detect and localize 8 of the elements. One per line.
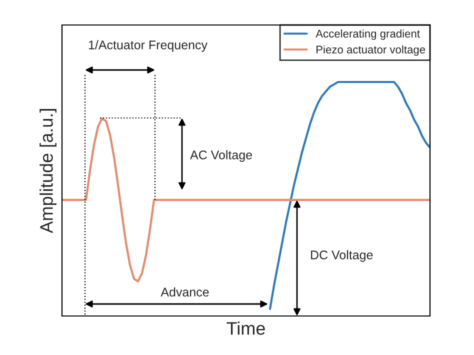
y-axis-title: Amplitude [a.u.] [40, 109, 56, 234]
text: 1/Actuator Frequency [88, 40, 208, 52]
annotation: AC Voltage [190, 150, 252, 162]
annotation: Advance [160, 287, 209, 297]
legend-label: Accelerating gradient [316, 29, 420, 40]
x-axis-title: Time [226, 322, 265, 335]
legend-label: Piezo actuator voltage [316, 45, 426, 56]
annotation: DC Voltage [311, 250, 373, 262]
